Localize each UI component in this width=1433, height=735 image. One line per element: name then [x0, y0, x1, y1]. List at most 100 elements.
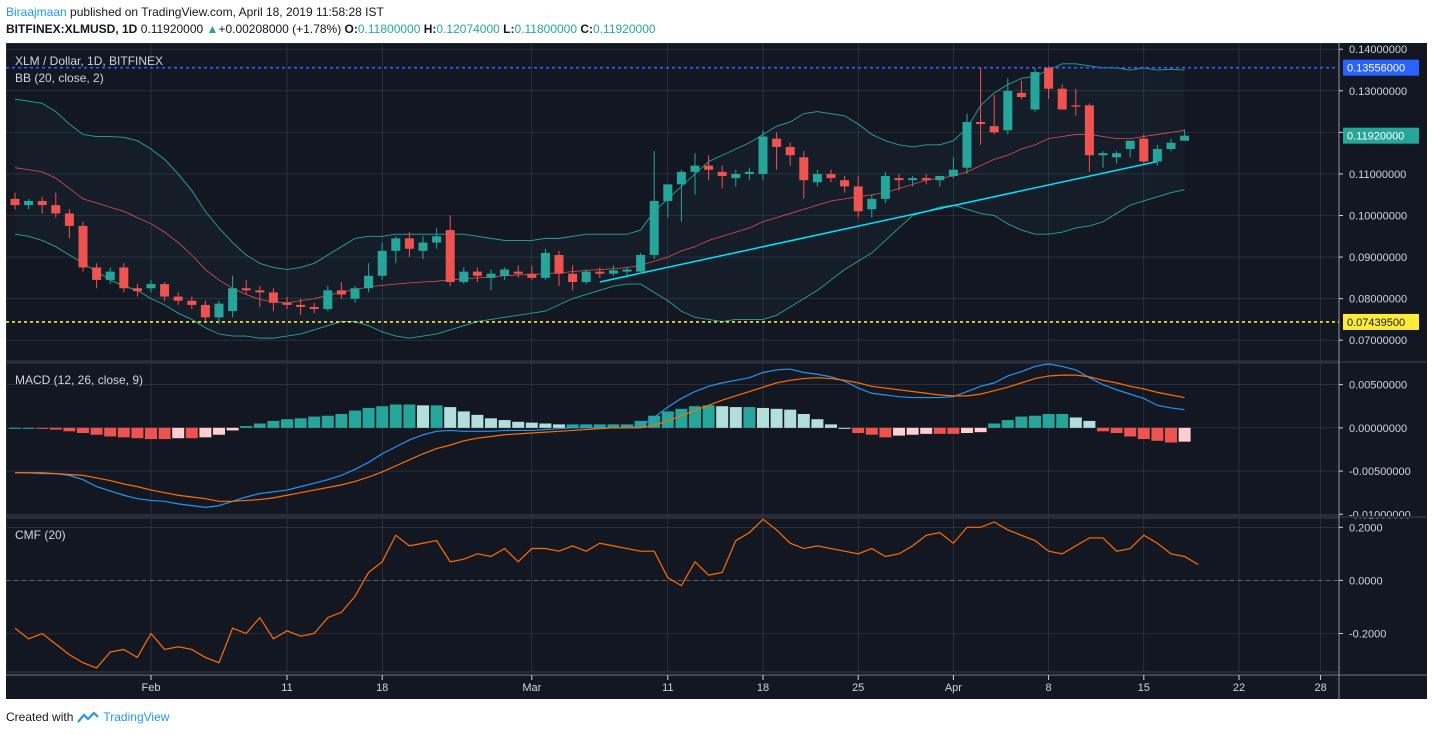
candle-body [595, 271, 605, 274]
macd-histogram-bar [281, 419, 293, 428]
macd-histogram-bar [145, 427, 157, 440]
low-value: 0.11800000 [514, 22, 578, 36]
macd-histogram-bar [1097, 427, 1109, 432]
macd-histogram-bar [349, 410, 361, 428]
tradingview-logo-icon [77, 711, 100, 723]
candle-body [744, 171, 754, 174]
macd-histogram-bar [933, 427, 946, 434]
candle-body [826, 173, 836, 179]
macd-histogram-bar [267, 420, 280, 428]
macd-histogram-bar [131, 427, 144, 439]
candle-body [622, 269, 632, 272]
macd-histogram-bar [1137, 427, 1150, 440]
candle-body [200, 304, 210, 318]
macd-histogram-bar [376, 406, 389, 428]
close-value: 0.11920000 [593, 22, 656, 36]
candle-body [853, 186, 863, 212]
candle-body [282, 302, 292, 305]
macd-histogram-bar [335, 414, 348, 428]
x-tick-label: 18 [757, 682, 769, 694]
macd-histogram-bar [22, 427, 35, 429]
y-tick-label: 0.2000 [1349, 522, 1383, 534]
macd-histogram-bar [1165, 427, 1177, 443]
macd-histogram-bar [253, 423, 266, 428]
macd-histogram-bar [947, 427, 960, 434]
bb-upper-band [14, 63, 1185, 271]
macd-histogram-bar [961, 427, 973, 434]
candle-body [840, 180, 850, 187]
candle-body [676, 171, 686, 185]
candle-body [105, 271, 115, 280]
candle-body [187, 300, 197, 305]
candle-body [704, 165, 714, 170]
candle-body [78, 225, 88, 268]
macd-histogram-bar [226, 427, 239, 431]
macd-histogram-bar [1178, 427, 1191, 442]
bb-lower-band [14, 189, 1185, 339]
candle-body [921, 178, 931, 181]
candle-body [214, 303, 224, 318]
y-tick-label: 0.07000000 [1349, 335, 1407, 347]
macd-histogram-bar [607, 424, 620, 428]
candle-body [540, 252, 550, 278]
macd-histogram-bar [1001, 420, 1014, 428]
macd-histogram-bar [77, 427, 89, 434]
open-label: O: [344, 22, 358, 36]
candle-body [1044, 67, 1054, 89]
candle-body [785, 146, 795, 156]
macd-histogram-bar [63, 427, 76, 432]
macd-histogram-bar [294, 418, 307, 428]
macd-histogram-bar [988, 423, 1001, 428]
support-price-label: 0.07439500 [1347, 317, 1405, 329]
macd-histogram-bar [36, 427, 49, 429]
candle-body [976, 121, 986, 125]
candle-body [962, 121, 972, 168]
chart-area[interactable]: 0.07000000 0.08000000 0.09000000 0.10000000… [6, 43, 1427, 699]
y-tick-label: 0.09000000 [1349, 252, 1407, 264]
macd-histogram-bar [199, 427, 212, 438]
change-value: +0.00208000 (+1.78%) [218, 22, 342, 36]
macd-histogram-bar [9, 427, 21, 429]
macd-histogram-bar [920, 427, 933, 434]
candle-body [894, 178, 904, 181]
candle-body [649, 200, 659, 255]
macd-histogram-bar [158, 427, 171, 440]
trendline [599, 160, 1158, 283]
y-tick-label: -0.2000 [1349, 629, 1386, 641]
open-value: 0.11800000 [357, 22, 421, 36]
macd-histogram-bar [213, 427, 225, 435]
tradingview-brand[interactable]: TradingView [103, 710, 170, 724]
candle-body [323, 290, 333, 310]
author-link[interactable]: Biraajmaan [6, 5, 67, 19]
x-tick-label: 11 [662, 682, 673, 694]
candle-body [1166, 142, 1176, 149]
candle-body [1139, 138, 1149, 162]
macd-histogram-bar [1015, 416, 1028, 428]
up-arrow-icon: ▲ [206, 22, 219, 36]
macd-histogram-bar [729, 407, 742, 428]
macd-histogram-bar [974, 427, 987, 433]
ohlc-line: BITFINEX:XLMUSD, 1D 0.11920000 ▲+0.00208… [6, 22, 656, 36]
x-tick-label: Apr [945, 682, 962, 694]
candle-body [731, 173, 741, 179]
x-tick-label: Feb [142, 682, 161, 694]
candle-body [568, 273, 578, 283]
macd-histogram-bar [104, 427, 117, 437]
last-price-label: 0.11920000 [1347, 131, 1404, 143]
candle-body [364, 275, 374, 289]
candle-body [717, 171, 727, 177]
bb-indicator-label: BB (20, close, 2) [15, 71, 104, 85]
candle-body [812, 173, 822, 183]
macd-histogram-bar [498, 420, 511, 428]
y-tick-label: -0.01000000 [1349, 509, 1411, 521]
macd-histogram-bar [1151, 427, 1164, 441]
published-text: published on TradingView.com, April 18, … [70, 5, 384, 19]
candle-body [132, 288, 142, 292]
candle-body [527, 273, 537, 278]
candle-body [37, 200, 47, 206]
candle-body [554, 255, 564, 274]
candle-body [472, 271, 482, 276]
macd-histogram-bar [825, 424, 837, 428]
candle-body [432, 236, 442, 243]
macd-histogram-bar [906, 427, 919, 435]
